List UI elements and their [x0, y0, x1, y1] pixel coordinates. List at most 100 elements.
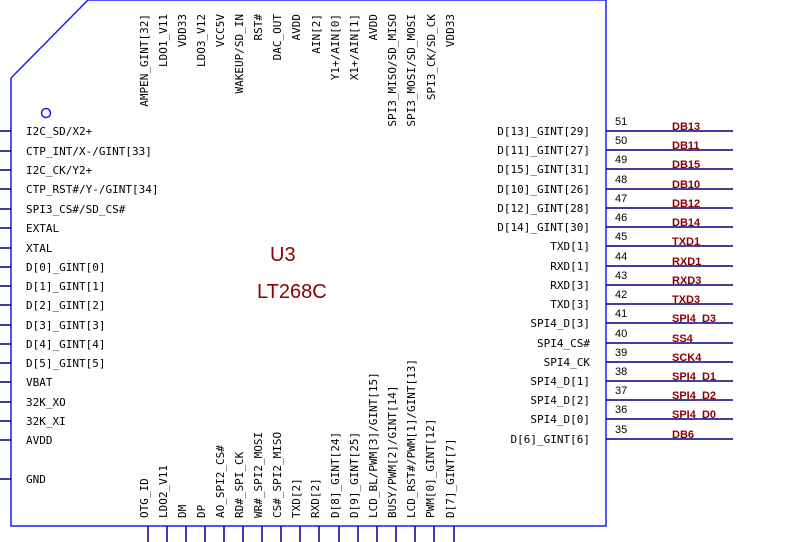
- top-pins: AMPEN_GINT[32] LDO1_V11 VDD33 LDO3_V12 VCC5V…: [138, 14, 457, 127]
- pin-label: LDO2_V11: [157, 465, 170, 518]
- bottom-pin[interactable]: BUSY/PWM[2]/GINT[14]: [386, 386, 399, 542]
- top-pin[interactable]: SPI3_MISO/SD_MISO: [386, 14, 399, 127]
- pin-label: AVDD: [367, 14, 380, 41]
- right-pin[interactable]: SPI4_D[2] 37 SPI4_D2: [530, 385, 733, 407]
- pin-label: VCC5V: [214, 14, 227, 47]
- net-label: SS4: [672, 333, 694, 345]
- bottom-pin[interactable]: LCD_BL/PWM[3]/GINT[15]: [367, 372, 380, 542]
- top-pin[interactable]: SPI3_MOSI/SD_MOSI: [405, 14, 418, 127]
- right-pin[interactable]: D[12]_GINT[28] 47 DB12: [497, 193, 733, 215]
- left-pin[interactable]: D[3]_GINT[3]: [0, 319, 105, 332]
- left-pin[interactable]: D[4]_GINT[4]: [0, 338, 105, 351]
- right-pin[interactable]: SPI4_D[1] 38 SPI4_D1: [530, 366, 733, 388]
- top-pin[interactable]: AVDD: [290, 14, 303, 41]
- bottom-pin[interactable]: D[8]_GINT[24]: [329, 432, 342, 542]
- top-pin[interactable]: SPI3_CK/SD_CK: [425, 14, 438, 100]
- pin-label: DM: [176, 504, 189, 518]
- top-pin[interactable]: VCC5V: [214, 14, 227, 47]
- pin-label: 32K_XI: [26, 415, 66, 428]
- right-pin[interactable]: SPI4_D[0] 36 SPI4_D0: [530, 404, 733, 426]
- left-pin[interactable]: I2C_SD/X2+: [0, 125, 93, 138]
- pin-label: OTG_ID: [138, 478, 151, 518]
- right-pin[interactable]: SPI4_CK 39 SCK4: [544, 347, 733, 369]
- net-label: DB6: [672, 429, 694, 441]
- pin-label: TXD[2]: [290, 478, 303, 518]
- bottom-pin[interactable]: RD#_SPI_CK: [233, 451, 246, 542]
- bottom-pin[interactable]: LCD_RST#/PWM[1]/GINT[13]: [405, 359, 418, 542]
- bottom-pin[interactable]: DM: [176, 504, 189, 542]
- bottom-pin[interactable]: RXD[2]: [309, 478, 322, 542]
- right-pin[interactable]: RXD[3] 43 RXD3: [550, 270, 733, 292]
- left-pin[interactable]: I2C_CK/Y2+: [0, 164, 93, 177]
- top-pin[interactable]: Y1+/AIN[0]: [329, 14, 342, 80]
- top-pin[interactable]: X1+/AIN[1]: [348, 14, 361, 80]
- right-pin[interactable]: TXD[3] 42 TXD3: [550, 289, 733, 311]
- net-label: DB12: [672, 198, 700, 210]
- left-pin[interactable]: D[0]_GINT[0]: [0, 261, 105, 274]
- right-pin[interactable]: RXD[1] 44 RXD1: [550, 251, 733, 273]
- right-pin[interactable]: TXD[1] 45 TXD1: [550, 231, 733, 253]
- top-pin[interactable]: AIN[2]: [310, 14, 323, 54]
- pin-label: DP: [195, 504, 208, 518]
- pin-label: D[11]_GINT[27]: [497, 144, 590, 157]
- top-pin[interactable]: AVDD: [367, 14, 380, 41]
- pin-label: SPI4_D[1]: [530, 375, 590, 388]
- right-pin[interactable]: D[10]_GINT[26] 48 DB10: [497, 174, 733, 196]
- right-pin[interactable]: D[11]_GINT[27] 50 DB11: [497, 135, 733, 157]
- left-pin[interactable]: SPI3_CS#/SD_CS#: [0, 203, 126, 216]
- pin-label: LDO1_V11: [157, 14, 170, 67]
- bottom-pin[interactable]: OTG_ID: [138, 478, 151, 542]
- right-pin[interactable]: D[15]_GINT[31] 49 DB15: [497, 154, 733, 176]
- left-pin[interactable]: VBAT: [0, 376, 53, 389]
- top-pin[interactable]: AMPEN_GINT[32]: [138, 14, 151, 107]
- bottom-pin[interactable]: LDO2_V11: [157, 465, 170, 542]
- top-pin[interactable]: LDO1_V11: [157, 14, 170, 67]
- bottom-pin[interactable]: AO_SPI2_CS#: [214, 445, 227, 542]
- pin-label: SPI4_D[2]: [530, 394, 590, 407]
- bottom-pin[interactable]: DP: [195, 504, 208, 542]
- right-pin[interactable]: D[13]_GINT[29] 51 DB13: [497, 116, 733, 138]
- right-pin[interactable]: D[14]_GINT[30] 46 DB14: [497, 212, 733, 234]
- left-pin[interactable]: D[5]_GINT[5]: [0, 357, 105, 370]
- component-part-name: LT268C: [257, 281, 327, 303]
- pin-label: VBAT: [26, 376, 53, 389]
- pin-label: SPI4_D[0]: [530, 413, 590, 426]
- top-pin[interactable]: VDD33: [444, 14, 457, 47]
- right-pin[interactable]: SPI4_D[3] 41 SPI4_D3: [530, 308, 733, 330]
- pin-label: I2C_SD/X2+: [26, 125, 93, 138]
- pin-label: D[14]_GINT[30]: [497, 221, 590, 234]
- pin-label: D[3]_GINT[3]: [26, 319, 105, 332]
- left-pin[interactable]: GND: [0, 473, 46, 486]
- left-pin[interactable]: CTP_RST#/Y-/GINT[34]: [0, 183, 158, 196]
- pin-label: RST#: [252, 14, 265, 41]
- left-pin[interactable]: 32K_XI: [0, 415, 66, 428]
- bottom-pin[interactable]: TXD[2]: [290, 478, 303, 542]
- pin-label: LCD_RST#/PWM[1]/GINT[13]: [405, 359, 418, 518]
- pin-label: 32K_XO: [26, 396, 66, 409]
- right-pin[interactable]: D[6]_GINT[6] 35 DB6: [511, 424, 733, 446]
- pin-number: 46: [615, 212, 627, 224]
- left-pin[interactable]: EXTAL: [0, 222, 59, 235]
- left-pin[interactable]: AVDD: [0, 434, 53, 447]
- top-pin[interactable]: RST#: [252, 14, 265, 41]
- top-pin[interactable]: DAC_OUT: [271, 14, 284, 61]
- pin-number: 39: [615, 347, 627, 359]
- top-pin[interactable]: LDO3_V12: [195, 14, 208, 67]
- bottom-pin[interactable]: CS#_SPI2_MISO: [271, 432, 284, 542]
- pin-label: D[13]_GINT[29]: [497, 125, 590, 138]
- bottom-pin[interactable]: PWM[0]_GINT[12]: [424, 419, 437, 542]
- pin-label: D[9]_GINT[25]: [348, 432, 361, 518]
- top-pin[interactable]: VDD33: [176, 14, 189, 47]
- top-pin[interactable]: WAKEUP/SD_IN: [233, 14, 246, 93]
- bottom-pin[interactable]: D[7]_GINT[7]: [444, 439, 457, 542]
- left-pin[interactable]: D[1]_GINT[1]: [0, 280, 105, 293]
- left-pin[interactable]: XTAL: [0, 242, 53, 255]
- left-pin[interactable]: CTP_INT/X-/GINT[33]: [0, 145, 152, 158]
- component-designator: U3: [270, 244, 296, 266]
- bottom-pin[interactable]: WR#_SPI2_MOSI: [252, 432, 265, 542]
- right-pin[interactable]: SPI4_CS# 40 SS4: [537, 328, 733, 350]
- left-pin[interactable]: D[2]_GINT[2]: [0, 299, 105, 312]
- pin-label: WAKEUP/SD_IN: [233, 14, 246, 93]
- bottom-pin[interactable]: D[9]_GINT[25]: [348, 432, 361, 542]
- left-pin[interactable]: 32K_XO: [0, 396, 66, 409]
